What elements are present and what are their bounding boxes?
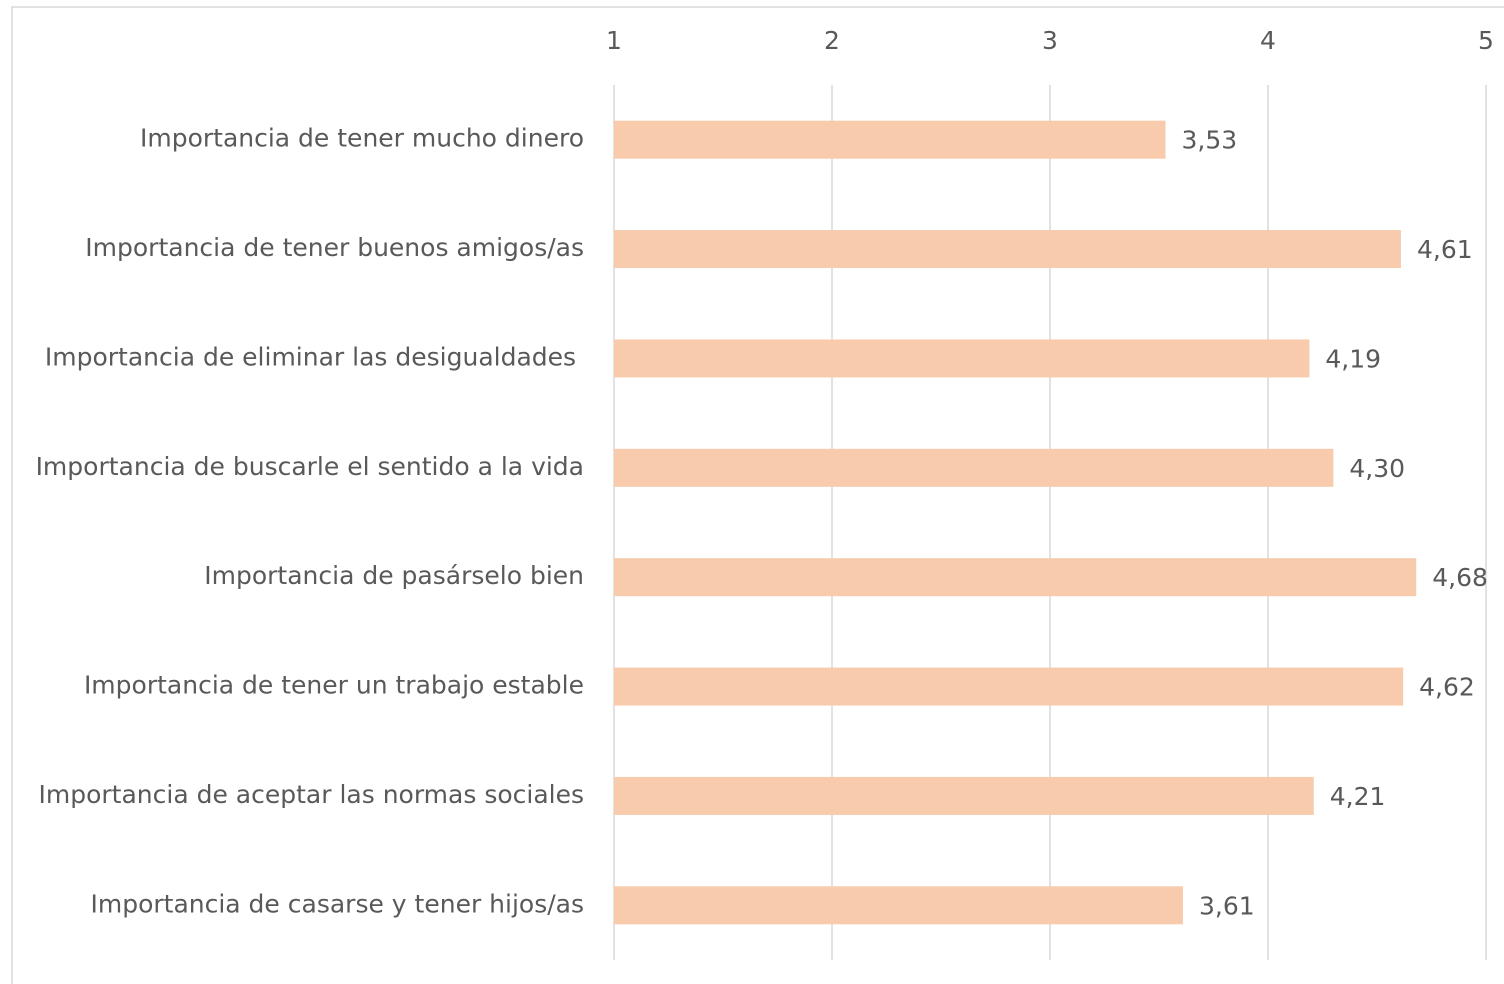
y-tick-label: Importancia de aceptar las normas social… <box>39 780 585 809</box>
x-tick-label: 5 <box>1478 26 1494 55</box>
bar <box>614 448 1334 487</box>
y-tick-label: Importancia de eliminar las desigualdade… <box>45 342 584 371</box>
bar <box>614 667 1404 706</box>
y-tick-label: Importancia de tener mucho dinero <box>140 124 584 153</box>
data-label: 3,53 <box>1182 126 1238 155</box>
bar <box>614 339 1310 378</box>
chart-frame <box>11 6 1504 984</box>
y-tick-label: Importancia de tener buenos amigos/as <box>85 233 584 262</box>
data-label: 3,61 <box>1199 891 1255 920</box>
data-label: 4,30 <box>1349 454 1405 483</box>
bar <box>614 558 1417 597</box>
data-label: 4,19 <box>1325 344 1381 373</box>
data-label: 4,62 <box>1419 673 1475 702</box>
bar <box>614 776 1314 815</box>
x-tick-label: 4 <box>1260 26 1276 55</box>
data-label: 4,68 <box>1432 563 1488 592</box>
bar <box>614 886 1183 925</box>
x-tick-label: 2 <box>824 26 840 55</box>
y-tick-label: Importancia de pasárselo bien <box>204 561 584 590</box>
y-tick-label: Importancia de buscarle el sentido a la … <box>36 452 584 481</box>
data-label: 4,61 <box>1417 235 1473 264</box>
bar <box>614 120 1166 159</box>
y-tick-label: Importancia de casarse y tener hijos/as <box>90 889 584 918</box>
x-tick-label: 3 <box>1042 26 1058 55</box>
data-label: 4,21 <box>1330 782 1386 811</box>
x-tick-label: 1 <box>606 26 622 55</box>
bar <box>614 230 1401 269</box>
y-tick-label: Importancia de tener un trabajo estable <box>84 671 584 700</box>
